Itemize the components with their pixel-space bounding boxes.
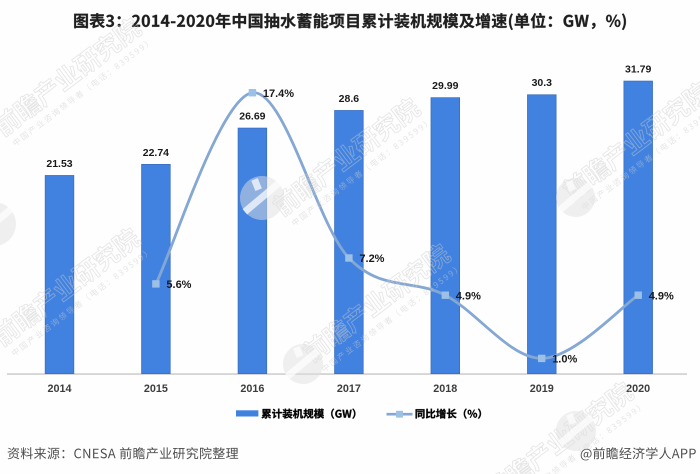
- svg-text:1.0%: 1.0%: [552, 354, 577, 366]
- svg-text:2014: 2014: [47, 383, 71, 395]
- svg-text:5.6%: 5.6%: [166, 279, 191, 291]
- svg-text:26.69: 26.69: [239, 111, 265, 123]
- svg-text:22.74: 22.74: [143, 147, 169, 159]
- svg-text:2019: 2019: [530, 383, 554, 395]
- svg-text:28.6: 28.6: [339, 93, 360, 105]
- svg-text:17.4%: 17.4%: [263, 88, 294, 100]
- svg-text:7.2%: 7.2%: [359, 253, 384, 265]
- svg-text:31.79: 31.79: [625, 64, 651, 76]
- svg-text:4.9%: 4.9%: [649, 290, 674, 302]
- svg-text:2016: 2016: [240, 383, 264, 395]
- svg-text:2017: 2017: [337, 383, 361, 395]
- svg-text:2015: 2015: [144, 383, 168, 395]
- svg-text:21.53: 21.53: [46, 158, 72, 170]
- svg-text:2020: 2020: [626, 383, 650, 395]
- svg-text:4.9%: 4.9%: [456, 290, 481, 302]
- svg-text:2018: 2018: [433, 383, 457, 395]
- svg-text:29.99: 29.99: [432, 80, 458, 92]
- svg-text:30.3: 30.3: [532, 77, 553, 89]
